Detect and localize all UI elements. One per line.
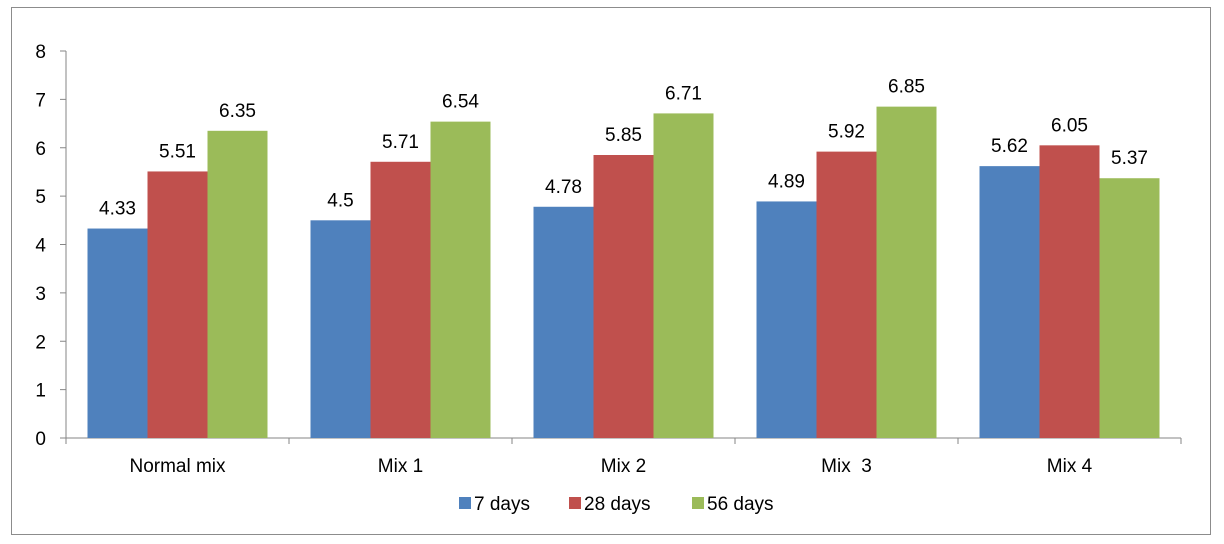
data-label: 5.62 — [991, 136, 1028, 157]
y-tick-label: 6 — [35, 139, 46, 160]
data-label: 4.33 — [99, 199, 136, 220]
bars — [87, 106, 1160, 439]
data-label: 4.89 — [768, 171, 805, 192]
legend-swatch — [692, 497, 704, 509]
legend-label: 7 days — [474, 494, 530, 515]
x-tick-label: Mix 3 — [821, 456, 872, 477]
x-tick-label: Mix 2 — [601, 456, 646, 477]
data-label: 5.85 — [605, 125, 642, 146]
data-label: 6.05 — [1051, 115, 1088, 136]
bar-56-days — [430, 121, 491, 438]
bar-7-days — [979, 166, 1040, 438]
legend-label: 56 days — [707, 494, 774, 515]
bar-7-days — [87, 228, 148, 438]
x-tick-label: Mix 1 — [378, 456, 423, 477]
bar-28-days — [1039, 145, 1100, 439]
data-label: 4.5 — [327, 190, 353, 211]
y-tick-label: 8 — [35, 42, 46, 63]
data-label: 6.85 — [888, 77, 925, 98]
y-tick-label: 4 — [35, 236, 46, 257]
bar-56-days — [207, 130, 268, 438]
y-tick-label: 2 — [35, 332, 46, 353]
legend-swatch — [569, 497, 581, 509]
legend: 7 days 28 days 56 days — [459, 494, 774, 515]
data-label: 5.37 — [1111, 148, 1148, 169]
bar-7-days — [310, 220, 371, 438]
data-label: 6.71 — [665, 83, 702, 104]
legend-swatch — [459, 497, 471, 509]
bar-7-days — [533, 206, 594, 438]
bar-56-days — [653, 113, 714, 438]
legend-label: 28 days — [584, 494, 651, 515]
data-label: 6.54 — [442, 92, 479, 113]
bar-28-days — [816, 151, 877, 438]
y-tick-label: 0 — [35, 429, 46, 450]
data-label: 5.71 — [382, 132, 419, 153]
data-label: 4.78 — [545, 177, 582, 198]
x-tick-label: Normal mix — [129, 456, 226, 477]
data-label: 6.35 — [219, 101, 256, 122]
y-tick-label: 5 — [35, 187, 46, 208]
data-label: 5.51 — [159, 141, 196, 162]
bar-7-days — [756, 201, 817, 438]
bar-28-days — [147, 171, 208, 439]
bar-56-days — [1099, 178, 1160, 438]
y-tick-label: 7 — [35, 90, 46, 111]
y-tick-label: 1 — [35, 381, 46, 402]
data-label: 5.92 — [828, 122, 865, 143]
bar-28-days — [370, 161, 431, 438]
y-tick-label: 3 — [35, 284, 46, 305]
data-labels: 4.33 4.5 4.78 4.89 5.62 5.51 5.71 5.85 5.92 6.05 6… — [99, 77, 1148, 220]
x-tick-label: Mix 4 — [1047, 456, 1093, 477]
bar-56-days — [876, 106, 937, 438]
bar-28-days — [593, 155, 654, 438]
